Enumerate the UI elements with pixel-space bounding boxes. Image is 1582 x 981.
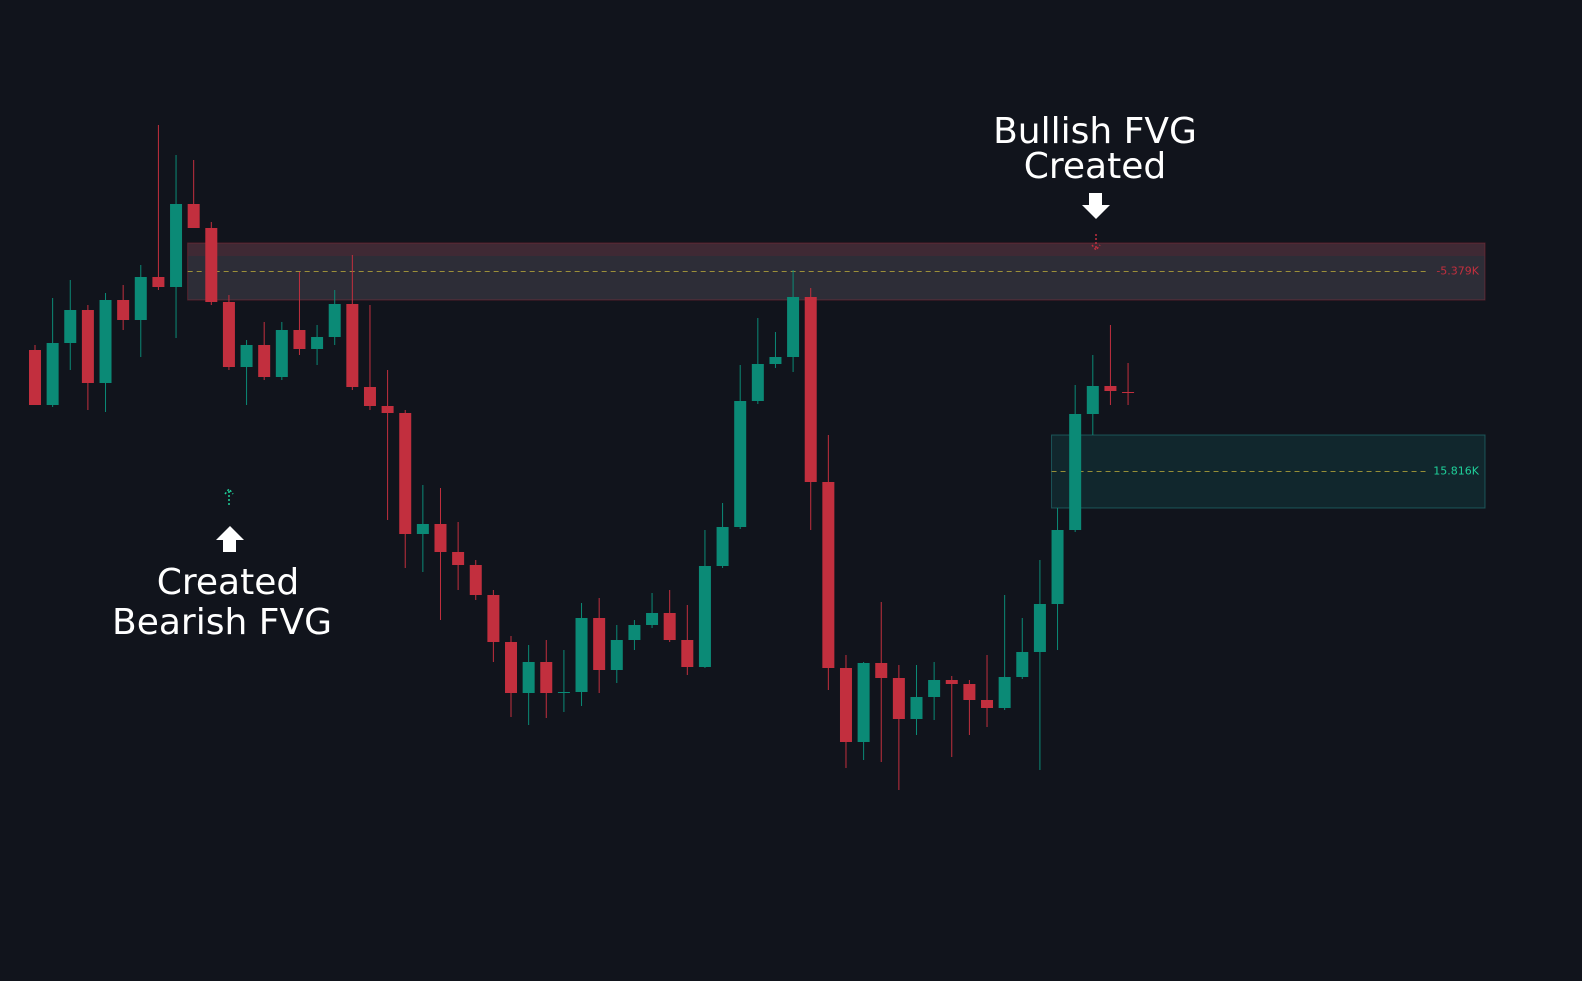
candle-body: [804, 297, 817, 482]
down-arrow: [1082, 193, 1110, 219]
annotation-line: Bearish FVG: [112, 602, 332, 643]
candle-body: [170, 204, 183, 287]
annotation-line: Created: [1024, 146, 1166, 187]
candle-body: [875, 663, 888, 678]
candle-body: [81, 310, 94, 383]
candle-body: [928, 680, 941, 697]
candle-body: [346, 304, 359, 387]
candle-body: [910, 697, 923, 719]
candle-body: [716, 527, 729, 566]
candle-body: [1016, 652, 1029, 677]
candle-body: [698, 566, 711, 667]
candle-body: [557, 692, 570, 693]
candle-body: [222, 302, 235, 367]
candle-body: [1104, 386, 1117, 391]
candle-body: [1033, 604, 1046, 652]
candle-body: [769, 357, 782, 364]
candle-body: [363, 387, 376, 406]
candle-body: [293, 330, 306, 349]
candle-body: [328, 304, 341, 337]
candle-body: [857, 663, 870, 742]
candle-body: [892, 678, 905, 719]
candle-body: [381, 406, 394, 413]
candle-body: [628, 625, 641, 640]
annotation-line: Bullish FVG: [993, 111, 1197, 152]
annotation-line: Created: [157, 562, 299, 603]
candle-body: [593, 618, 606, 670]
candle-body: [963, 684, 976, 700]
candles: [29, 125, 1135, 790]
candle-body: [152, 277, 165, 287]
candle-body: [117, 300, 130, 320]
candle-body: [663, 613, 676, 640]
candle-body: [64, 310, 77, 343]
candle-body: [610, 640, 623, 670]
fvg-zone-edge: [187, 243, 1485, 256]
candle-body: [311, 337, 324, 349]
candle-body: [505, 642, 518, 693]
candle-body: [1086, 386, 1099, 414]
fvg-label: 15.816K: [1433, 465, 1479, 478]
candle-body: [839, 668, 852, 742]
candle-body: [416, 524, 429, 534]
candle-body: [734, 401, 747, 527]
candle-body: [998, 677, 1011, 708]
candle-body: [134, 277, 147, 320]
fvg-label: -5.379K: [1436, 265, 1479, 278]
zones: -5.379K 15.816K: [187, 242, 1486, 509]
candle-body: [434, 524, 447, 552]
up-arrow: [216, 526, 244, 552]
candle-body: [205, 228, 218, 302]
candle-body: [1122, 392, 1135, 393]
candle-body: [399, 413, 412, 534]
candle-body: [787, 297, 800, 357]
candle-body: [1069, 414, 1082, 530]
candle-body: [981, 700, 994, 708]
candle-body: [751, 364, 764, 401]
candle-body: [522, 662, 535, 693]
candle-body: [646, 613, 659, 625]
candle-body: [1051, 530, 1064, 604]
candle-body: [99, 300, 112, 383]
candle-body: [452, 552, 465, 565]
candle-body: [29, 350, 41, 405]
candle-body: [469, 565, 482, 595]
candle-body: [275, 330, 288, 377]
candle-body: [187, 204, 200, 228]
candle-body: [540, 662, 553, 693]
candle-body: [681, 640, 694, 667]
candle-body: [240, 345, 253, 367]
candle-body: [822, 482, 835, 668]
candle-body: [945, 680, 958, 684]
candle-body: [487, 595, 500, 642]
candle-body: [575, 618, 588, 692]
candle-body: [258, 345, 271, 377]
candle-body: [46, 343, 59, 405]
